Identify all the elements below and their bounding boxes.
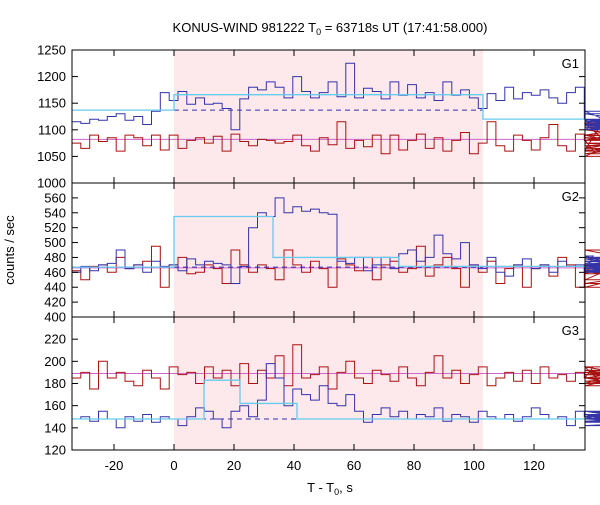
panel-g3-ytick-label: 200 bbox=[44, 354, 66, 369]
x-tick-label: 0 bbox=[170, 458, 177, 473]
panel-g3-label: G3 bbox=[562, 323, 579, 338]
panel-g2-ytick-label: 540 bbox=[44, 205, 66, 220]
panel-g2-ytick-label: 480 bbox=[44, 250, 66, 265]
plot-layer: 100010501100115012001250G140042044046048… bbox=[37, 43, 600, 473]
panel-g2-fit-line bbox=[72, 215, 585, 268]
panel-g3-ytick-label: 220 bbox=[44, 332, 66, 347]
panel-g1-low-band-series bbox=[72, 121, 600, 157]
panel-g2-ytick-label: 560 bbox=[44, 190, 66, 205]
panel-g2-ytick-label: 520 bbox=[44, 220, 66, 235]
panel-g1-high-band-series bbox=[72, 62, 600, 131]
panel-g3-ytick-label: 120 bbox=[44, 443, 66, 458]
x-tick-label: 20 bbox=[227, 458, 241, 473]
panel-g3-ytick-label: 180 bbox=[44, 376, 66, 391]
x-tick-label: 80 bbox=[407, 458, 421, 473]
panel-g2-label: G2 bbox=[562, 189, 579, 204]
x-tick-label: 120 bbox=[523, 458, 545, 473]
panel-g2-ytick-label: 500 bbox=[44, 235, 66, 250]
panel-g3-ytick-label: 140 bbox=[44, 420, 66, 435]
panel-g1-label: G1 bbox=[562, 56, 579, 71]
panel-g1-ytick-label: 1050 bbox=[37, 149, 66, 164]
x-tick-label: 40 bbox=[287, 458, 301, 473]
y-axis-title: counts / sec bbox=[2, 215, 17, 285]
x-tick-label: 100 bbox=[463, 458, 485, 473]
x-tick-label: 60 bbox=[347, 458, 361, 473]
panel-g2-high-band-series bbox=[72, 197, 600, 284]
panel-g3-high-band-series bbox=[72, 363, 600, 429]
panel-g1-ytick-label: 1200 bbox=[37, 69, 66, 84]
panel-g1-ytick-label: 1250 bbox=[37, 43, 66, 58]
chart-title: KONUS-WIND 981222 T0 = 63718s UT (17:41:… bbox=[173, 20, 488, 37]
panel-g2-ytick-label: 400 bbox=[44, 310, 66, 325]
panel-g2-ytick-label: 460 bbox=[44, 265, 66, 280]
panel-g1-ytick-label: 1000 bbox=[37, 176, 66, 191]
panel-g1-ytick-label: 1150 bbox=[38, 96, 66, 111]
panel-g3-ytick-label: 160 bbox=[44, 398, 66, 413]
x-axis-title: T - T0, s bbox=[307, 480, 353, 497]
panel-g2-highlight bbox=[174, 183, 483, 317]
panel-g1-highlight bbox=[174, 50, 483, 183]
panel-g3-low-band-series bbox=[72, 344, 600, 390]
panel-g1-fit-line bbox=[72, 94, 585, 120]
panel-g2-ytick-label: 420 bbox=[44, 295, 66, 310]
panel-g3-fit-line bbox=[72, 379, 585, 420]
x-tick-label: -20 bbox=[105, 458, 124, 473]
panel-g2-ytick-label: 440 bbox=[44, 280, 66, 295]
panel-g1-ytick-label: 1100 bbox=[38, 122, 66, 137]
